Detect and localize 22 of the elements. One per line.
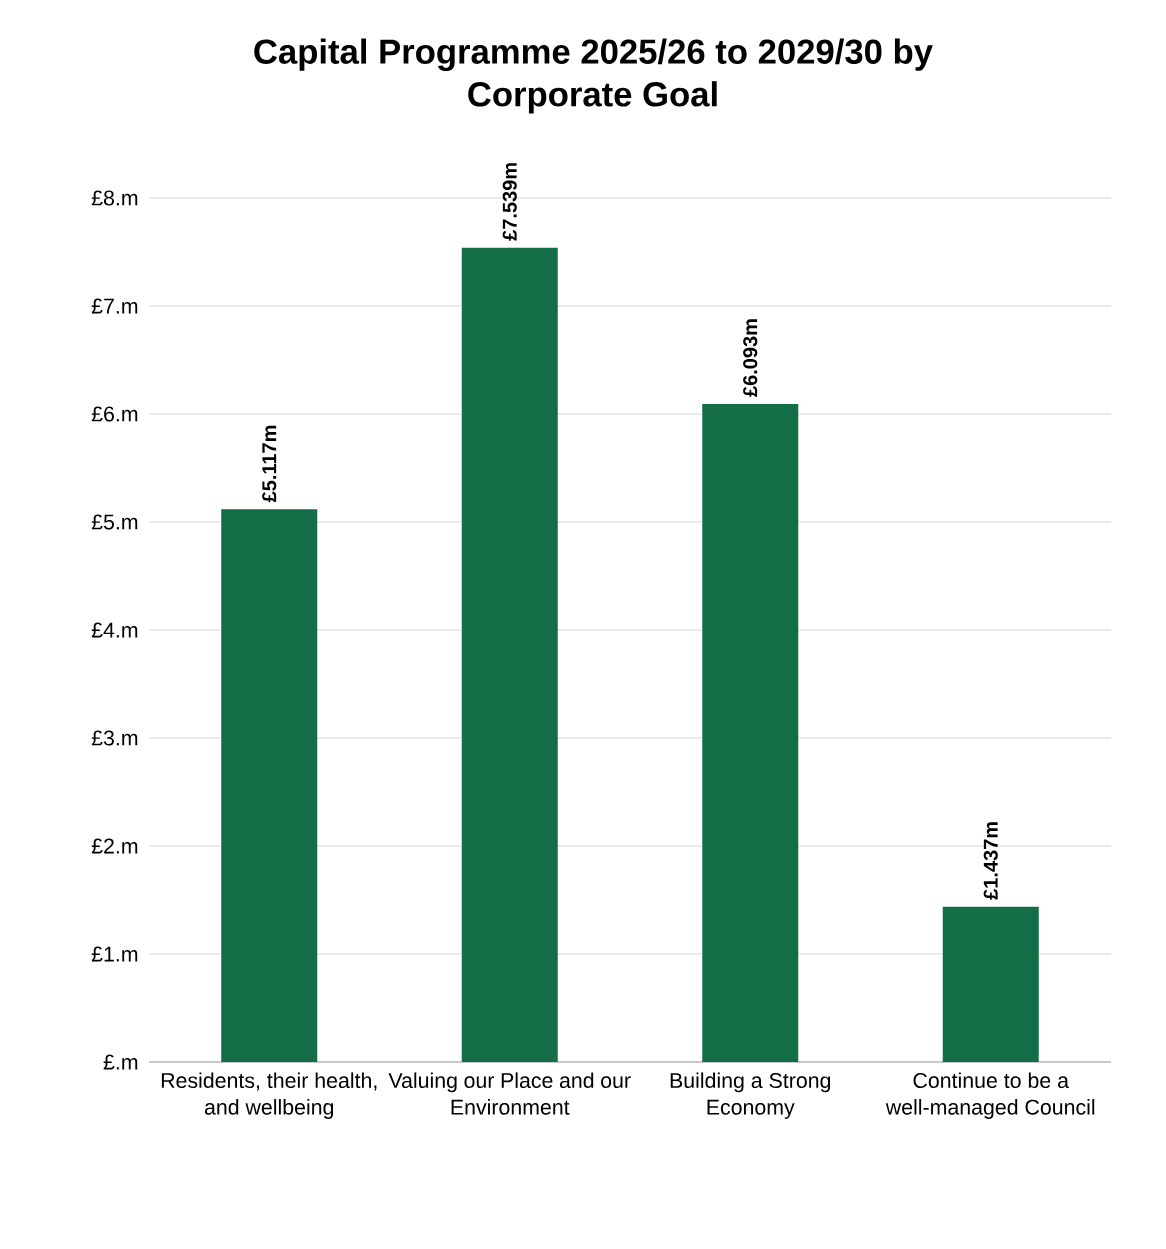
y-tick-label: £5.m	[91, 514, 138, 530]
data-label: £7.539m	[502, 163, 517, 241]
y-tick-label: £7.m	[91, 298, 138, 314]
bar	[942, 906, 1039, 1062]
bar	[461, 247, 558, 1062]
bar	[221, 509, 318, 1062]
bar	[702, 403, 799, 1062]
data-label: £6.093m	[743, 319, 758, 397]
y-tick-label: £.m	[103, 1054, 138, 1070]
chart-title: Capital Programme 2025/26 to 2029/30 by Corporate Goal	[254, 38, 933, 114]
x-tick-label: Continue to be a well-managed Council	[885, 1072, 1095, 1119]
data-label: £5.117m	[262, 425, 277, 503]
x-tick-label: Valuing our Place and our Environment	[388, 1072, 631, 1115]
y-tick-label: £8.m	[91, 190, 138, 206]
y-tick-label: £1.m	[91, 946, 138, 962]
y-tick-label: £6.m	[91, 406, 138, 422]
y-tick-label: £3.m	[91, 730, 138, 746]
x-tick-label: Residents, their health, and wellbeing	[161, 1072, 377, 1119]
y-tick-label: £2.m	[91, 838, 138, 854]
y-tick-label: £4.m	[91, 622, 138, 638]
data-label: £1.437m	[983, 822, 998, 900]
x-tick-label: Building a Strong Economy	[670, 1072, 831, 1119]
